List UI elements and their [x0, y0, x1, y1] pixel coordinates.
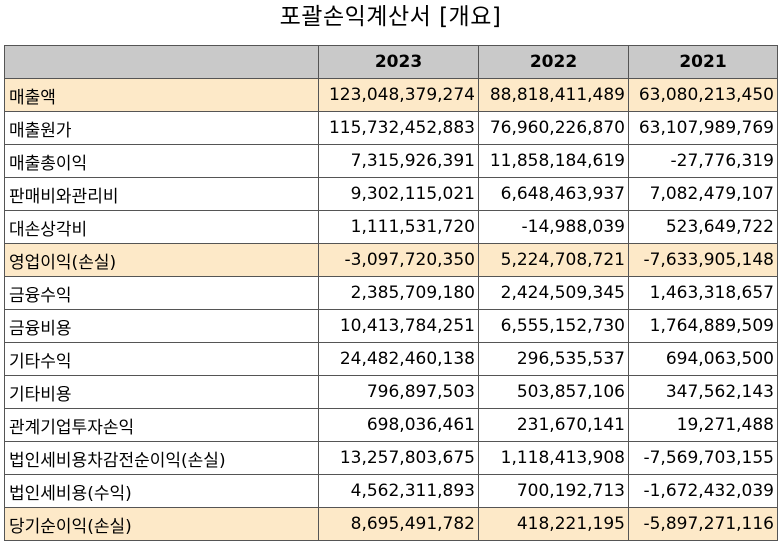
value-cell-2023: 1,111,531,720: [318, 210, 479, 244]
value-cell-2021: 63,080,213,450: [628, 78, 778, 112]
value-cell-2021: 63,107,989,769: [628, 111, 778, 145]
header-year-2021: 2021: [628, 45, 778, 79]
page-title: 포괄손익계산서 [개요]: [279, 4, 502, 30]
value-cell-2023: 4,562,311,893: [318, 474, 479, 508]
value-cell-2022: 503,857,106: [478, 375, 629, 409]
value-cell-2022: 76,960,226,870: [478, 111, 629, 145]
value-cell-2022: 5,224,708,721: [478, 243, 629, 277]
table-body: 매출액 123,048,379,274 88,818,411,489 63,080,2…: [4, 78, 778, 541]
value-cell-2023: 2,385,709,180: [318, 276, 479, 310]
value-cell-2021: -7,569,703,155: [628, 441, 778, 475]
row-label: 금융수익: [4, 276, 319, 310]
value-cell-2023: 13,257,803,675: [318, 441, 479, 475]
value-cell-2023: 698,036,461: [318, 408, 479, 442]
row-label: 당기순이익(손실): [4, 507, 319, 541]
table-header-row: 2023 2022 2021: [4, 45, 778, 79]
value-cell-2022: 1,118,413,908: [478, 441, 629, 475]
value-cell-2023: 796,897,503: [318, 375, 479, 409]
row-label: 금융비용: [4, 309, 319, 343]
table-row: 판매비와관리비 9,302,115,021 6,648,463,937 7,082,4…: [4, 177, 778, 211]
header-year-2023: 2023: [318, 45, 479, 79]
table-row: 기타비용 796,897,503 503,857,106 347,562,143: [4, 375, 778, 409]
header-year-2022: 2022: [478, 45, 629, 79]
value-cell-2021: 694,063,500: [628, 342, 778, 376]
value-cell-2021: 1,463,318,657: [628, 276, 778, 310]
value-cell-2021: 523,649,722: [628, 210, 778, 244]
value-cell-2021: 7,082,479,107: [628, 177, 778, 211]
value-cell-2022: 296,535,537: [478, 342, 629, 376]
table-row: 당기순이익(손실) 8,695,491,782 418,221,195 -5,897,…: [4, 507, 778, 541]
value-cell-2022: 6,555,152,730: [478, 309, 629, 343]
value-cell-2023: 7,315,926,391: [318, 144, 479, 178]
row-label: 판매비와관리비: [4, 177, 319, 211]
table-row: 매출원가 115,732,452,883 76,960,226,870 63,107,…: [4, 111, 778, 145]
value-cell-2021: -1,672,432,039: [628, 474, 778, 508]
row-label: 기타수익: [4, 342, 319, 376]
value-cell-2022: 231,670,141: [478, 408, 629, 442]
value-cell-2023: 10,413,784,251: [318, 309, 479, 343]
income-statement-table: 2023 2022 2021 매출액 123,048,379,274 88,818,…: [4, 45, 778, 541]
value-cell-2021: -7,633,905,148: [628, 243, 778, 277]
value-cell-2023: 24,482,460,138: [318, 342, 479, 376]
row-label: 법인세비용(수익): [4, 474, 319, 508]
table-row: 법인세비용차감전순이익(손실) 13,257,803,675 1,118,413,9…: [4, 441, 778, 475]
table-row: 관계기업투자손익 698,036,461 231,670,141 19,271,488: [4, 408, 778, 442]
table-row: 금융수익 2,385,709,180 2,424,509,345 1,463,318,…: [4, 276, 778, 310]
value-cell-2022: 700,192,713: [478, 474, 629, 508]
table-row: 법인세비용(수익) 4,562,311,893 700,192,713 -1,672,…: [4, 474, 778, 508]
row-label: 영업이익(손실): [4, 243, 319, 277]
row-label: 법인세비용차감전순이익(손실): [4, 441, 319, 475]
value-cell-2023: 9,302,115,021: [318, 177, 479, 211]
row-label: 기타비용: [4, 375, 319, 409]
value-cell-2022: 418,221,195: [478, 507, 629, 541]
table-row: 대손상각비 1,111,531,720 -14,988,039 523,649,722: [4, 210, 778, 244]
value-cell-2022: 88,818,411,489: [478, 78, 629, 112]
table-row: 영업이익(손실) -3,097,720,350 5,224,708,721 -7,63…: [4, 243, 778, 277]
value-cell-2022: -14,988,039: [478, 210, 629, 244]
value-cell-2023: 8,695,491,782: [318, 507, 479, 541]
table-row: 매출총이익 7,315,926,391 11,858,184,619 -27,776,…: [4, 144, 778, 178]
row-label: 매출원가: [4, 111, 319, 145]
table-row: 매출액 123,048,379,274 88,818,411,489 63,080,2…: [4, 78, 778, 112]
value-cell-2023: 115,732,452,883: [318, 111, 479, 145]
value-cell-2023: -3,097,720,350: [318, 243, 479, 277]
value-cell-2021: -5,897,271,116: [628, 507, 778, 541]
table-row: 기타수익 24,482,460,138 296,535,537 694,063,500: [4, 342, 778, 376]
value-cell-2021: -27,776,319: [628, 144, 778, 178]
row-label: 매출액: [4, 78, 319, 112]
header-label-cell: [4, 45, 319, 79]
value-cell-2021: 347,562,143: [628, 375, 778, 409]
value-cell-2023: 123,048,379,274: [318, 78, 479, 112]
value-cell-2021: 19,271,488: [628, 408, 778, 442]
row-label: 대손상각비: [4, 210, 319, 244]
row-label: 매출총이익: [4, 144, 319, 178]
value-cell-2022: 2,424,509,345: [478, 276, 629, 310]
value-cell-2022: 11,858,184,619: [478, 144, 629, 178]
table-row: 금융비용 10,413,784,251 6,555,152,730 1,764,889…: [4, 309, 778, 343]
value-cell-2021: 1,764,889,509: [628, 309, 778, 343]
row-label: 관계기업투자손익: [4, 408, 319, 442]
value-cell-2022: 6,648,463,937: [478, 177, 629, 211]
